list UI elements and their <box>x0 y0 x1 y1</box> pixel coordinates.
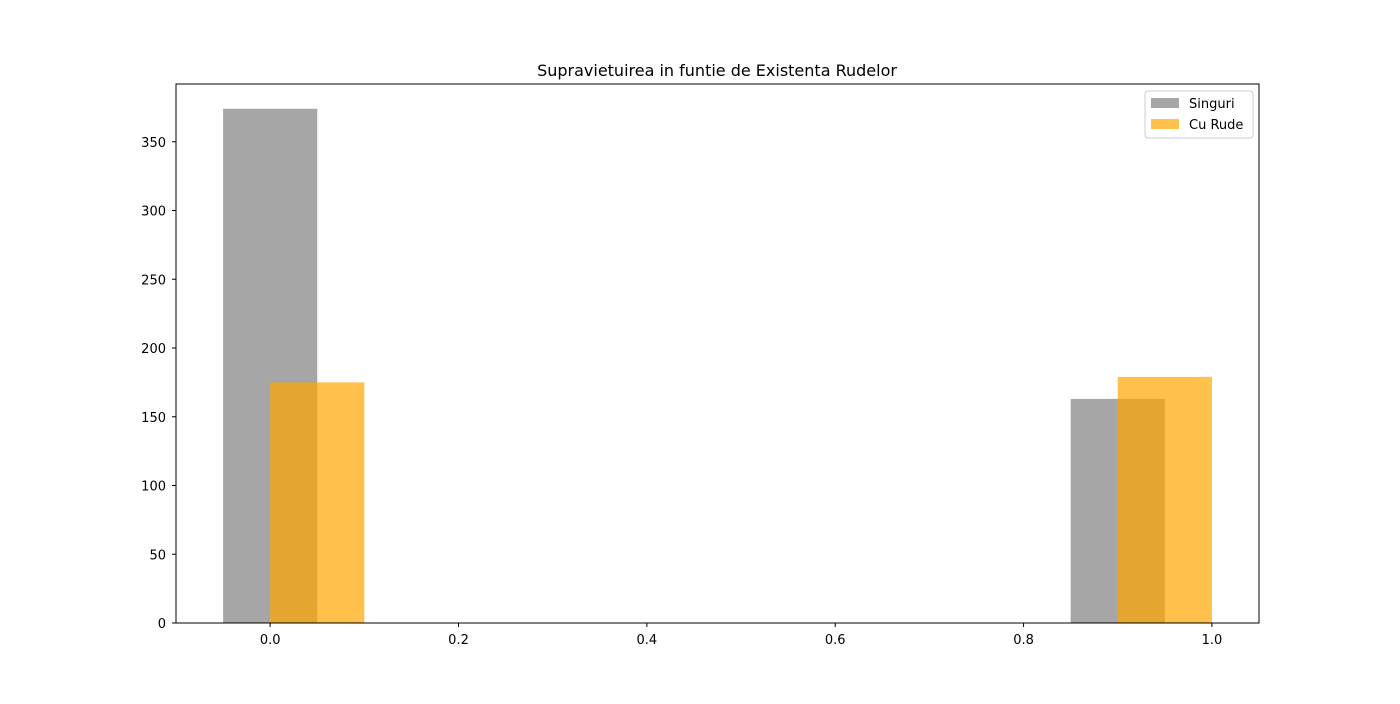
bar-cu-rude-0 <box>270 382 365 623</box>
x-tick-label: 0.0 <box>260 633 281 648</box>
bars-layer <box>223 108 1212 623</box>
y-tick-label: 200 <box>141 342 166 357</box>
x-tick-label: 0.6 <box>825 633 846 648</box>
bar-cu-rude-1 <box>1117 376 1212 623</box>
x-tick-label: 0.2 <box>448 633 469 648</box>
x-tick-label: 0.8 <box>1013 633 1034 648</box>
x-tick-label: 0.4 <box>637 633 658 648</box>
y-tick-label: 150 <box>141 411 166 426</box>
y-tick-label: 100 <box>141 480 166 495</box>
legend-label-cu-rude: Cu Rude <box>1189 118 1243 133</box>
legend-swatch-singuri <box>1151 98 1179 108</box>
axes-layer: 0.0 0.2 0.4 0.6 0.8 1.0 0 50 100 150 200 250 300 350 <box>141 83 1260 648</box>
y-tick-label: 50 <box>149 548 166 563</box>
legend: Singuri Cu Rude <box>1144 90 1254 139</box>
y-tick-label: 350 <box>141 136 166 151</box>
x-tick-label: 1.0 <box>1202 633 1223 648</box>
plot-frame <box>175 83 1260 624</box>
y-tick-label: 300 <box>141 205 166 220</box>
chart-title: Supravietuirea in funtie de Existenta Ru… <box>537 61 897 80</box>
legend-swatch-cu-rude <box>1151 119 1179 129</box>
legend-label-singuri: Singuri <box>1189 97 1235 112</box>
y-tick-label: 0 <box>158 617 166 632</box>
y-tick-label: 250 <box>141 273 166 288</box>
